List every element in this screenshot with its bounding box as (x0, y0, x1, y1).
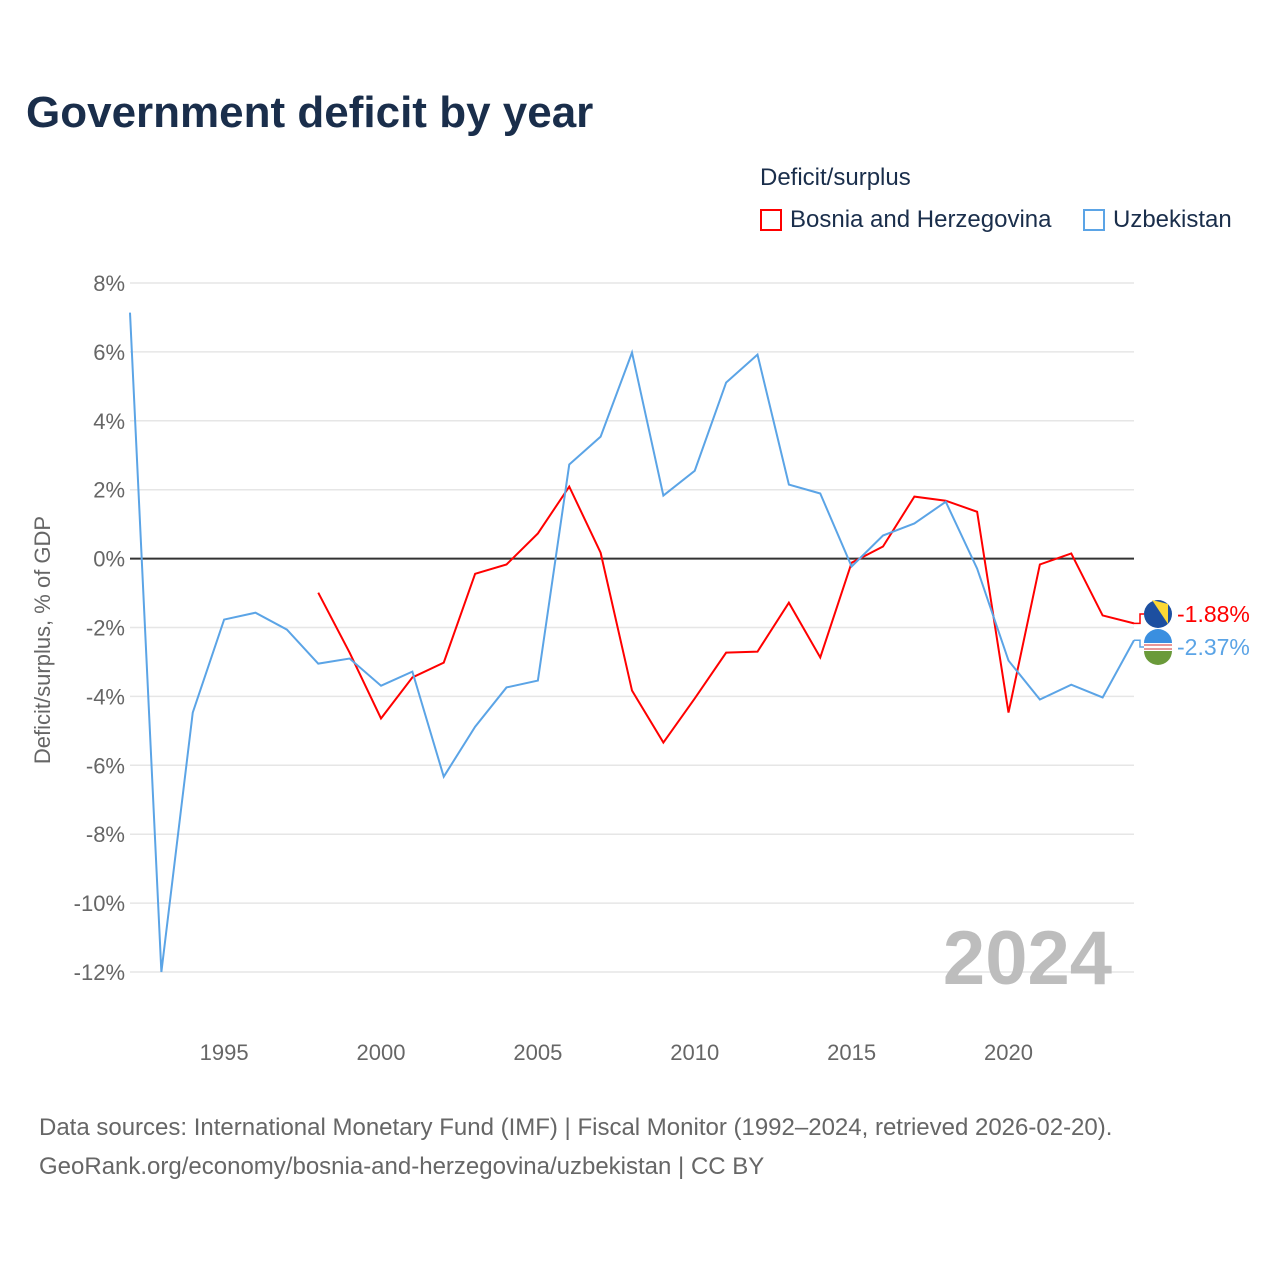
x-tick-label: 1995 (200, 1040, 249, 1065)
chart-title: Government deficit by year (26, 88, 594, 137)
legend-swatch (1083, 209, 1105, 231)
uzbekistan-flag-green (1144, 651, 1172, 665)
y-tick-label: -8% (86, 822, 125, 847)
legend-title: Deficit/surplus (760, 164, 911, 191)
y-tick-label: -12% (74, 960, 125, 985)
source-line: Data sources: International Monetary Fun… (39, 1114, 1113, 1141)
y-tick-label: -2% (86, 616, 125, 641)
legend-swatch (760, 209, 782, 231)
uzbekistan-flag-blue (1144, 629, 1172, 643)
x-tick-label: 2020 (984, 1040, 1033, 1065)
source-note: Data sources: International Monetary Fun… (39, 1108, 1112, 1186)
y-tick-label: 2% (93, 478, 125, 503)
series-line-0 (317, 484, 1135, 745)
y-tick-label: 8% (93, 271, 125, 296)
y-tick-label: 0% (93, 547, 125, 572)
legend-item-bosnia[interactable]: Bosnia and Herzegovina (760, 206, 1052, 234)
label-connector (1134, 639, 1144, 648)
legend-item-uzbekistan[interactable]: Uzbekistan (1083, 206, 1232, 234)
y-tick-label: -6% (86, 753, 125, 778)
bosnia-flag-triangle (1152, 600, 1168, 624)
source-url[interactable]: GeoRank.org/economy/bosnia-and-herzegovi… (39, 1153, 765, 1180)
x-tick-label: 2010 (670, 1040, 719, 1065)
y-tick-label: 6% (93, 340, 125, 365)
legend-label: Uzbekistan (1113, 206, 1232, 233)
y-axis-label: Deficit/surplus, % of GDP (30, 516, 55, 764)
x-tick-label: 2015 (827, 1040, 876, 1065)
y-tick-label: -10% (74, 891, 125, 916)
y-tick-label: 4% (93, 409, 125, 434)
end-value-label: -2.37% (1177, 634, 1250, 660)
x-tick-label: 2000 (357, 1040, 406, 1065)
series-line-1 (129, 312, 1135, 973)
y-tick-label: -4% (86, 684, 125, 709)
label-connector (1134, 613, 1144, 625)
end-value-label: -1.88% (1177, 601, 1250, 627)
x-tick-label: 2005 (513, 1040, 562, 1065)
year-watermark: 2024 (943, 916, 1112, 1001)
legend-label: Bosnia and Herzegovina (790, 206, 1052, 233)
